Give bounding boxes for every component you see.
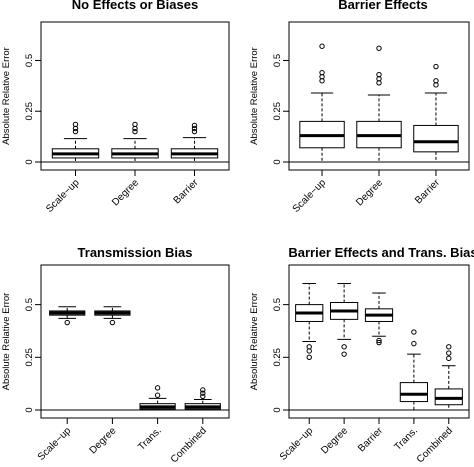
box-4 xyxy=(184,387,221,411)
chart-panel-2: Barrier Effects Absolute Relative Error 0 0… xyxy=(249,0,470,215)
outlier-point xyxy=(191,128,198,135)
outlier-point xyxy=(341,351,347,357)
chart-title: Barrier Effects xyxy=(338,0,428,12)
y-tick-label: 0 xyxy=(272,407,283,412)
chart-title: Barrier Effects and Trans. Bias xyxy=(288,245,474,260)
outlier-point xyxy=(191,125,198,132)
box-2 xyxy=(111,121,159,163)
box-3 xyxy=(413,63,459,163)
y-tick-label: 0.5 xyxy=(24,298,35,311)
iqr-box xyxy=(434,388,463,406)
outlier-point xyxy=(72,128,79,135)
outlier-point xyxy=(446,350,452,356)
iqr-box xyxy=(399,382,428,403)
x-tick-label: Degree xyxy=(110,177,141,208)
y-tick-label: 0 xyxy=(272,159,283,164)
outlier-point xyxy=(411,340,417,347)
outlier-point xyxy=(376,339,382,346)
box-5 xyxy=(434,344,463,411)
box-2 xyxy=(94,306,131,326)
outlier-point xyxy=(376,71,382,78)
x-tick-label: Degree xyxy=(88,425,119,456)
outlier-point xyxy=(446,344,452,350)
outlier-point xyxy=(376,45,382,51)
x-tick-label: Trans. xyxy=(392,425,420,453)
outlier-point xyxy=(376,337,382,344)
x-tick-label: Barrier xyxy=(356,425,385,454)
y-tick-label: 0.25 xyxy=(24,348,35,367)
chart-panel-4: Barrier Effects and Trans. Bias Absolute … xyxy=(249,245,474,465)
outlier-point xyxy=(191,122,198,129)
box-3 xyxy=(364,292,394,346)
box-3 xyxy=(170,122,219,163)
outlier-point xyxy=(411,329,417,335)
plot-frame xyxy=(40,264,230,419)
x-tick-label: Scale−up xyxy=(291,177,329,215)
box-2 xyxy=(356,45,402,163)
outlier-point xyxy=(200,387,206,393)
outlier-point xyxy=(341,344,347,350)
y-axis-label: Absolute Relative Error xyxy=(249,47,260,145)
y-tick-label: 0.25 xyxy=(272,348,283,367)
x-tick-label: Trans. xyxy=(136,425,164,453)
y-tick-label: 0.25 xyxy=(272,102,283,121)
y-tick-label: 0.25 xyxy=(24,102,35,121)
outlier-point xyxy=(306,354,312,361)
outlier-point xyxy=(64,319,70,326)
chart-panel-1: No Effects or Biases Absolute Relative Er… xyxy=(1,0,230,215)
outlier-point xyxy=(446,355,452,362)
box-2 xyxy=(330,283,359,357)
x-tick-label: Scale−up xyxy=(36,425,74,463)
outlier-point xyxy=(306,344,312,350)
outlier-point xyxy=(433,78,439,84)
box-4 xyxy=(399,329,428,411)
box-3 xyxy=(139,385,176,411)
x-tick-label: Degree xyxy=(354,177,385,208)
outlier-point xyxy=(433,63,439,70)
chart-title: Transmission Bias xyxy=(78,245,193,260)
outlier-point xyxy=(132,121,138,128)
x-tick-label: Combined xyxy=(415,425,455,465)
box-1 xyxy=(299,43,345,163)
y-axis-label: Absolute Relative Error xyxy=(249,293,260,391)
box-1 xyxy=(51,121,100,163)
x-tick-label: Barrier xyxy=(413,177,442,206)
y-tick-label: 0.5 xyxy=(272,298,283,311)
chart-panel-3: Transmission Bias Absolute Relative Error… xyxy=(1,245,230,465)
outlier-point xyxy=(200,393,206,399)
outlier-point xyxy=(319,43,325,49)
y-axis-label: Absolute Relative Error xyxy=(1,293,12,391)
x-tick-label: Scale−up xyxy=(44,177,82,215)
y-tick-label: 0 xyxy=(24,159,35,164)
outlier-point xyxy=(154,385,161,391)
x-tick-label: Combined xyxy=(169,425,209,465)
iqr-box xyxy=(413,124,459,153)
chart-title: No Effects or Biases xyxy=(72,0,198,12)
x-tick-label: Scale−up xyxy=(278,425,316,463)
outlier-point xyxy=(319,69,325,76)
x-tick-label: Barrier xyxy=(172,177,201,206)
outlier-point xyxy=(109,319,116,326)
outlier-point xyxy=(154,392,161,398)
x-tick-label: Degree xyxy=(319,425,350,456)
outlier-point xyxy=(132,128,138,135)
outlier-point xyxy=(72,121,79,128)
box-1 xyxy=(49,306,86,326)
outlier-point xyxy=(200,390,206,396)
y-tick-label: 0.5 xyxy=(24,54,35,67)
y-tick-label: 0 xyxy=(24,407,35,412)
y-tick-label: 0.5 xyxy=(272,54,283,67)
box-1 xyxy=(295,283,324,361)
y-axis-label: Absolute Relative Error xyxy=(1,47,12,145)
